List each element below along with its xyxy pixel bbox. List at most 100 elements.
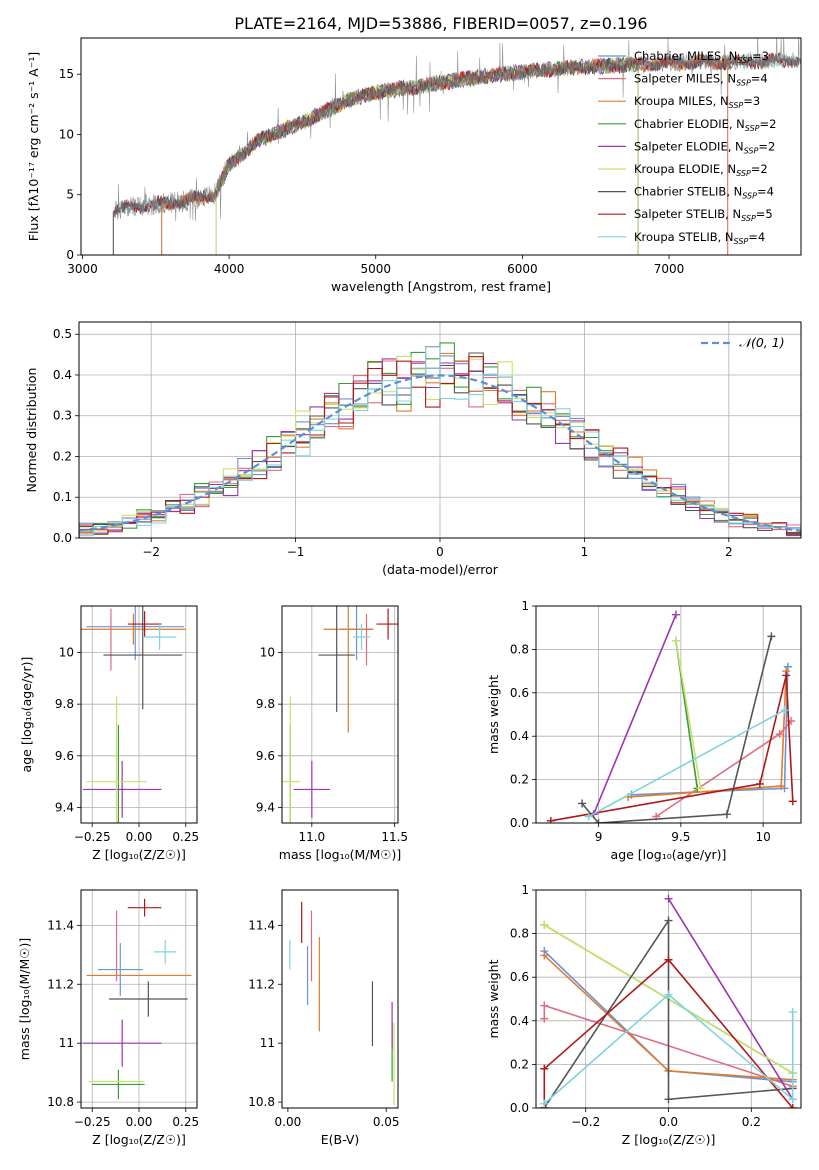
- y-tick-label: 0.4: [53, 368, 72, 382]
- x-tick-label: 7000: [654, 262, 685, 276]
- y-tick-label: 11: [59, 1036, 74, 1050]
- y-tick-label: 9.6: [55, 749, 74, 763]
- x-axis-label: Z [log₁₀(Z/Z☉)]: [92, 847, 186, 862]
- mass-weight-series: [624, 667, 791, 801]
- age-vs-metallicity-panel: −0.25 0.00 0.25 9.4 9.6 9.8 10 Z [log₁₀(Z/Z☉)] a…: [19, 605, 199, 862]
- data-point-marker: [780, 706, 789, 715]
- x-axis-label: Z [log₁₀(Z/Z☉)]: [622, 1132, 716, 1147]
- age-vs-mass-panel: 11.0 11.5 9.4 9.6 9.8 10 mass [log₁₀(M/M☉)]: [256, 605, 408, 862]
- y-tick-label: 10.8: [248, 1095, 275, 1109]
- y-tick-label: 1: [521, 883, 529, 897]
- y-tick-label: 11.4: [248, 918, 275, 932]
- x-axis-label: (data-model)/error: [382, 562, 499, 577]
- y-axis-label: Normed distribution: [24, 368, 39, 493]
- y-tick-label: 9.4: [256, 801, 275, 815]
- axes-frame: [535, 605, 802, 824]
- x-tick-label: 2: [725, 545, 733, 559]
- x-tick-label: 11.5: [381, 830, 408, 844]
- y-tick-label: 9.8: [256, 697, 275, 711]
- data-point-marker: [767, 632, 776, 641]
- y-tick-label: 0.2: [510, 1057, 529, 1071]
- data-point-marker: [782, 671, 791, 680]
- x-axis-label: age [log₁₀(age/yr)]: [611, 847, 727, 862]
- plot-area: [540, 894, 797, 1108]
- legend-entry: Salpeter ELODIE, NSSP=2: [634, 139, 775, 155]
- data-point-marker: [664, 990, 673, 999]
- series-line: [543, 993, 794, 1105]
- mass-weight-series: [652, 717, 796, 821]
- axes-frame: [281, 605, 399, 824]
- series-line: [667, 898, 794, 1100]
- mass-weight-series: [589, 610, 680, 819]
- x-tick-label: −0.25: [74, 830, 111, 844]
- series-line: [631, 666, 789, 796]
- errorbar-point: [293, 761, 331, 818]
- y-tick-label: 0.8: [510, 927, 529, 941]
- x-tick-label: 0.0: [659, 1115, 678, 1129]
- data-point-marker: [540, 920, 549, 929]
- errorbar-point: [127, 898, 162, 917]
- errorbar-point: [86, 696, 147, 823]
- y-tick-label: 1: [521, 599, 529, 613]
- legend-entry: Chabrier MILES, NSSP=3: [634, 49, 769, 65]
- y-tick-label: 0.0: [510, 816, 529, 830]
- y-tick-label: 10: [59, 646, 74, 660]
- mass-vs-metallicity-panel: −0.25 0.00 0.25 10.8 11 11.2 11.4 Z [log₁₀(Z/Z☉…: [17, 889, 199, 1147]
- residuals-panel: −2 −1 0 1 2 0.0 0.1 0.2 0.3 0.4 0.5 (data-model)/er…: [24, 321, 802, 577]
- x-tick-label: −1: [287, 545, 305, 559]
- data-point-marker: [671, 610, 680, 619]
- y-tick-label: 10: [260, 646, 275, 660]
- x-tick-label: 5000: [360, 262, 391, 276]
- data-point-marker: [664, 955, 673, 964]
- x-tick-label: 0.00: [275, 1115, 302, 1129]
- data-point-marker: [788, 797, 797, 806]
- normal-reference-curve: [79, 374, 801, 532]
- legend: Chabrier MILES, NSSP=3 Salpeter MILES, NS…: [598, 49, 776, 246]
- y-tick-label: 10: [59, 127, 74, 141]
- legend-entry: Kroupa STELIB, NSSP=4: [634, 230, 765, 246]
- plot-area: [282, 606, 398, 823]
- series-line: [588, 709, 785, 818]
- x-tick-label: 9.5: [671, 830, 690, 844]
- x-tick-label: 0.00: [126, 830, 153, 844]
- errorbar-point: [81, 613, 186, 645]
- data-point-marker: [578, 799, 587, 808]
- plot-area: [112, 38, 801, 255]
- errorbar-point: [92, 1069, 145, 1100]
- series-line: [543, 958, 794, 1108]
- data-point-marker: [783, 662, 792, 671]
- data-point-marker: [722, 810, 731, 819]
- y-tick-label: 9.6: [256, 749, 275, 763]
- residual-histogram: [79, 346, 801, 538]
- series-line: [592, 614, 677, 815]
- data-point-marker: [540, 1001, 549, 1010]
- y-tick-label: 0.0: [53, 531, 72, 545]
- y-tick-label: 0.0: [510, 1101, 529, 1115]
- axes-frame: [281, 889, 399, 1109]
- y-tick-label: 0.6: [510, 686, 529, 700]
- data-point-marker: [696, 784, 705, 793]
- x-tick-label: 0.25: [172, 830, 199, 844]
- series-line: [543, 917, 793, 1108]
- legend-entry: Salpeter STELIB, NSSP=5: [634, 207, 773, 223]
- mass-weight-vs-age-panel: 9 9.5 10 0.0 0.2 0.4 0.6 0.8 1 age [log₁₀(age/yr)…: [486, 599, 802, 862]
- x-tick-label: 11.0: [298, 830, 325, 844]
- x-tick-label: −2: [142, 545, 160, 559]
- errorbar-point: [318, 606, 355, 712]
- y-tick-label: 0.1: [53, 490, 72, 504]
- legend: 𝒩(0, 1): [701, 335, 785, 350]
- series-line: [550, 675, 794, 822]
- mass-weight-series: [540, 990, 797, 1108]
- x-tick-label: 10: [756, 830, 771, 844]
- y-tick-label: 0.2: [53, 449, 72, 463]
- data-point-marker: [546, 816, 555, 823]
- data-point-marker: [788, 1095, 797, 1104]
- y-axis-label: age [log₁₀(age/yr)]: [19, 657, 34, 773]
- data-point-marker: [594, 819, 603, 823]
- legend-entry: Kroupa MILES, NSSP=3: [634, 94, 760, 110]
- x-tick-label: 3000: [67, 262, 98, 276]
- y-tick-label: 0.8: [510, 642, 529, 656]
- x-axis-label: mass [log₁₀(M/M☉)]: [279, 847, 401, 862]
- x-tick-label: −0.25: [74, 1115, 111, 1129]
